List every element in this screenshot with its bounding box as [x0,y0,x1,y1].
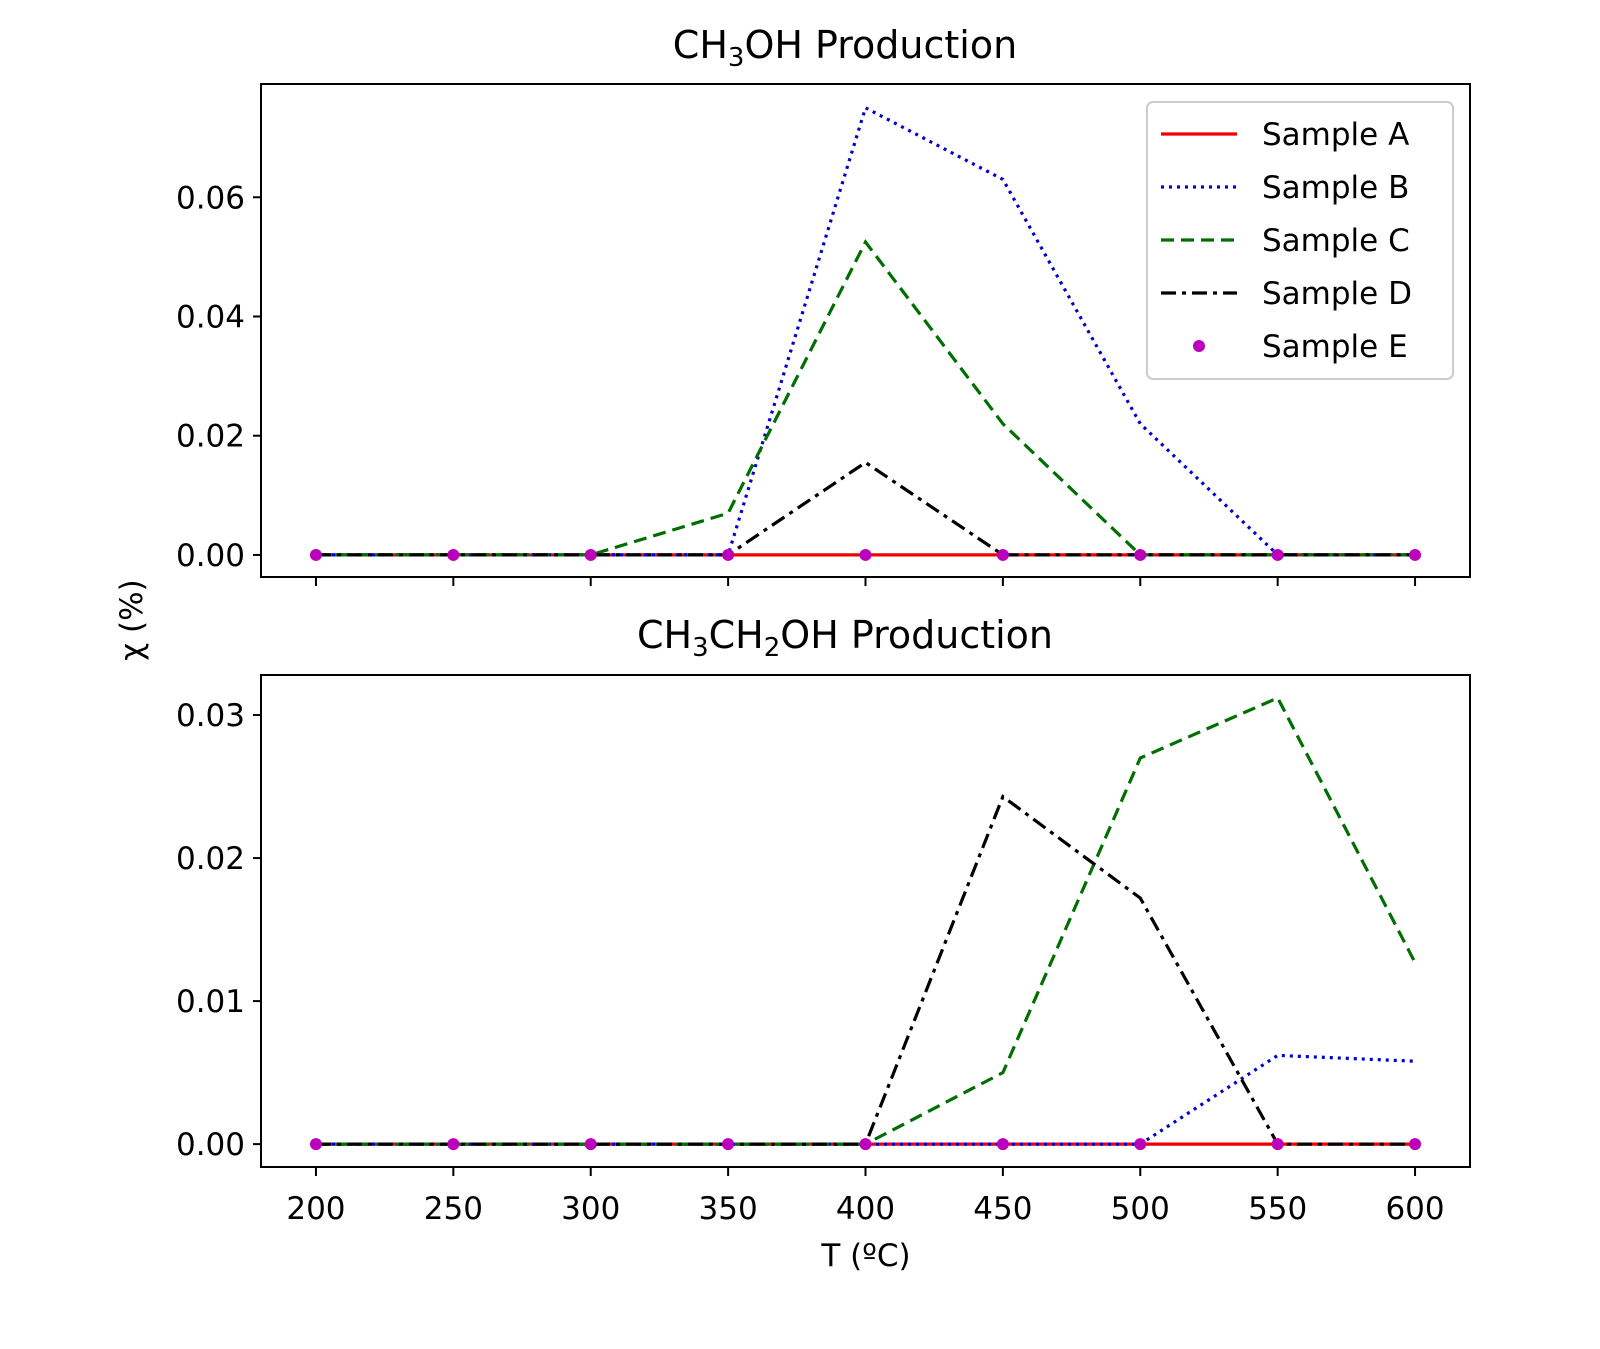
x-axis-label: T (ºC) [820,1238,910,1274]
legend-label-sample-e: Sample E [1262,329,1408,365]
sample-c-line [316,695,1417,1146]
x-tick-label: 250 [424,1191,483,1227]
methanol-panel: CH3OH Production 0.00 0.02 0.04 0.06 [176,23,1471,586]
sample-e-point [1271,548,1284,561]
y-tick-label: 0.00 [176,538,245,574]
sample-e-point [996,1138,1009,1151]
sample-e-point [722,548,735,561]
x-tick-label: 300 [561,1191,620,1227]
sample-e-point [447,1138,460,1151]
y-axis-label: χ (%) [114,579,150,660]
methanol-title: CH3OH Production [673,23,1017,73]
sample-e-point [1134,1138,1147,1151]
y-tick-label: 0.03 [176,698,245,734]
y-tick-label: 0.02 [176,841,245,877]
sample-e-point [1409,1138,1422,1151]
y-tick-label: 0.01 [176,984,245,1020]
legend-box [1146,101,1454,380]
y-tick-label: 0.04 [176,299,245,335]
sample-e-point [859,1138,872,1151]
x-tick-label: 450 [973,1191,1032,1227]
sample-e-point [447,548,460,561]
x-tick-label: 500 [1111,1191,1170,1227]
sample-d-line [316,794,1415,1146]
sample-e-point [996,548,1009,561]
sample-b-line [316,105,1415,557]
sample-d-line [316,460,1415,557]
x-tick-label: 400 [836,1191,895,1227]
sample-e-point [1271,1138,1284,1151]
legend-label-sample-c: Sample C [1262,223,1410,259]
y-tick-label: 0.06 [176,180,245,216]
ethanol-title: CH3CH2OH Production [637,613,1053,663]
x-tick-label: 200 [286,1191,345,1227]
sample-e-point [309,1138,322,1151]
legend: Sample A Sample B Sample C Sample D Sample E [1146,101,1454,380]
legend-label-sample-b: Sample B [1262,170,1409,206]
sample-e-point [584,1138,597,1151]
x-tick-label: 600 [1385,1191,1444,1227]
sample-e-point [1409,548,1422,561]
legend-swatch-sample-e [1193,340,1205,352]
x-tick-label: 550 [1248,1191,1307,1227]
y-tick-label: 0.02 [176,419,245,455]
x-tick-label: 350 [699,1191,758,1227]
ethanol-panel: CH3CH2OH Production 0.00 0.01 0.02 0.03 200 2… [176,613,1471,1227]
sample-e-point [1134,548,1147,561]
sample-e-point [859,548,872,561]
legend-label-sample-d: Sample D [1262,276,1412,312]
ethanol-plot-frame [260,674,1471,1168]
sample-e-point [584,548,597,561]
y-tick-label: 0.00 [176,1127,245,1163]
sample-b-line [316,1053,1416,1146]
sample-e-point [309,548,322,561]
sample-e-point [722,1138,735,1151]
legend-label-sample-a: Sample A [1262,117,1409,153]
